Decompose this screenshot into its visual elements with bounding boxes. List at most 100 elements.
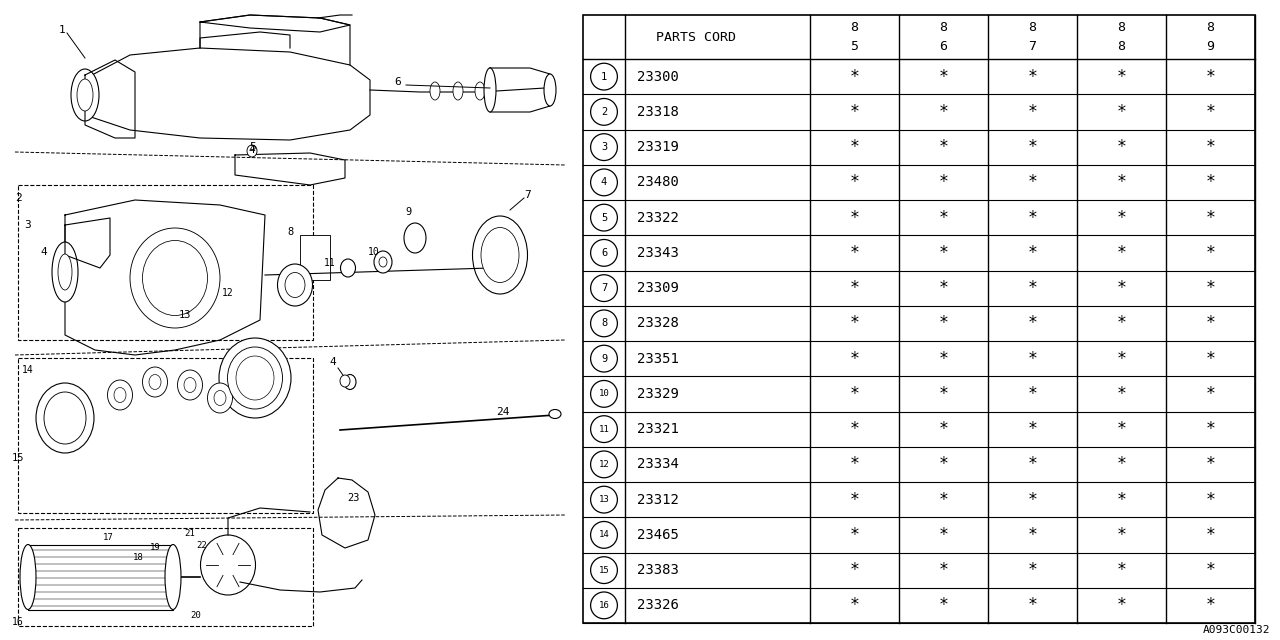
Ellipse shape bbox=[20, 545, 36, 609]
Text: 7: 7 bbox=[525, 190, 531, 200]
Text: 17: 17 bbox=[102, 534, 114, 543]
Ellipse shape bbox=[236, 356, 274, 400]
Text: 6: 6 bbox=[394, 77, 402, 87]
Text: *: * bbox=[1206, 314, 1216, 332]
Circle shape bbox=[590, 592, 617, 619]
Text: 23319: 23319 bbox=[637, 140, 678, 154]
Ellipse shape bbox=[114, 387, 125, 403]
Text: *: * bbox=[1028, 138, 1038, 156]
Ellipse shape bbox=[44, 392, 86, 444]
Text: *: * bbox=[1206, 420, 1216, 438]
Text: 20: 20 bbox=[191, 611, 201, 620]
Text: *: * bbox=[850, 244, 859, 262]
Text: *: * bbox=[938, 385, 948, 403]
Text: 4: 4 bbox=[41, 247, 47, 257]
Ellipse shape bbox=[344, 374, 356, 390]
Text: *: * bbox=[1206, 456, 1216, 474]
Ellipse shape bbox=[108, 380, 133, 410]
Text: 8: 8 bbox=[600, 318, 607, 328]
Ellipse shape bbox=[36, 383, 93, 453]
Circle shape bbox=[590, 99, 617, 125]
Ellipse shape bbox=[58, 254, 72, 290]
Text: *: * bbox=[938, 420, 948, 438]
Text: *: * bbox=[1028, 420, 1038, 438]
Text: 14: 14 bbox=[599, 531, 609, 540]
Text: *: * bbox=[850, 349, 859, 367]
Bar bbox=[18, 358, 314, 513]
Circle shape bbox=[590, 345, 617, 372]
Text: 9: 9 bbox=[600, 354, 607, 364]
Text: 9: 9 bbox=[404, 207, 411, 217]
Text: *: * bbox=[1206, 173, 1216, 191]
Text: *: * bbox=[850, 456, 859, 474]
Ellipse shape bbox=[148, 374, 161, 390]
Text: *: * bbox=[1028, 456, 1038, 474]
Text: 7: 7 bbox=[1029, 40, 1037, 53]
Text: *: * bbox=[850, 420, 859, 438]
Ellipse shape bbox=[340, 375, 349, 387]
Text: *: * bbox=[1206, 68, 1216, 86]
Circle shape bbox=[590, 380, 617, 407]
Text: 23328: 23328 bbox=[637, 316, 678, 330]
Text: 16: 16 bbox=[12, 617, 24, 627]
Text: 23322: 23322 bbox=[637, 211, 678, 225]
Text: *: * bbox=[1116, 456, 1126, 474]
Text: 6: 6 bbox=[600, 248, 607, 258]
Circle shape bbox=[590, 557, 617, 584]
Text: *: * bbox=[850, 138, 859, 156]
Text: *: * bbox=[1028, 209, 1038, 227]
Text: *: * bbox=[938, 456, 948, 474]
Text: 1: 1 bbox=[600, 72, 607, 82]
Ellipse shape bbox=[131, 228, 220, 328]
Text: 23343: 23343 bbox=[637, 246, 678, 260]
Text: *: * bbox=[1116, 68, 1126, 86]
Text: *: * bbox=[850, 68, 859, 86]
Text: 23480: 23480 bbox=[637, 175, 678, 189]
Bar bbox=[300, 235, 330, 280]
Text: *: * bbox=[1206, 103, 1216, 121]
Text: 3: 3 bbox=[24, 220, 32, 230]
Text: *: * bbox=[1116, 138, 1126, 156]
Text: *: * bbox=[938, 596, 948, 614]
Text: 12: 12 bbox=[223, 288, 234, 298]
Ellipse shape bbox=[214, 390, 227, 406]
Text: 23: 23 bbox=[347, 493, 360, 503]
Ellipse shape bbox=[219, 338, 291, 418]
Ellipse shape bbox=[201, 535, 256, 595]
Text: *: * bbox=[938, 103, 948, 121]
Text: 23326: 23326 bbox=[637, 598, 678, 612]
Text: *: * bbox=[850, 173, 859, 191]
Text: 2: 2 bbox=[14, 193, 22, 203]
Bar bbox=[18, 185, 314, 340]
Text: 8: 8 bbox=[850, 21, 859, 34]
Circle shape bbox=[590, 310, 617, 337]
Text: *: * bbox=[1028, 103, 1038, 121]
Circle shape bbox=[590, 63, 617, 90]
Ellipse shape bbox=[247, 145, 257, 157]
Bar bbox=[582, 15, 1254, 623]
Text: *: * bbox=[938, 244, 948, 262]
Text: 23465: 23465 bbox=[637, 528, 678, 542]
Text: *: * bbox=[850, 596, 859, 614]
Text: *: * bbox=[1116, 173, 1126, 191]
Text: *: * bbox=[1028, 526, 1038, 544]
Text: 8: 8 bbox=[1117, 40, 1125, 53]
Text: *: * bbox=[1206, 138, 1216, 156]
Text: 6: 6 bbox=[940, 40, 947, 53]
Text: 23334: 23334 bbox=[637, 458, 678, 472]
Circle shape bbox=[590, 451, 617, 478]
Text: *: * bbox=[850, 209, 859, 227]
Circle shape bbox=[590, 204, 617, 231]
Text: *: * bbox=[938, 68, 948, 86]
Text: 15: 15 bbox=[599, 566, 609, 575]
Text: *: * bbox=[850, 314, 859, 332]
Text: *: * bbox=[850, 561, 859, 579]
Text: *: * bbox=[1116, 314, 1126, 332]
Text: *: * bbox=[1206, 526, 1216, 544]
Text: *: * bbox=[1116, 244, 1126, 262]
Text: *: * bbox=[850, 526, 859, 544]
Text: *: * bbox=[850, 103, 859, 121]
Text: 5: 5 bbox=[600, 212, 607, 223]
Circle shape bbox=[590, 522, 617, 548]
Text: 7: 7 bbox=[600, 283, 607, 293]
